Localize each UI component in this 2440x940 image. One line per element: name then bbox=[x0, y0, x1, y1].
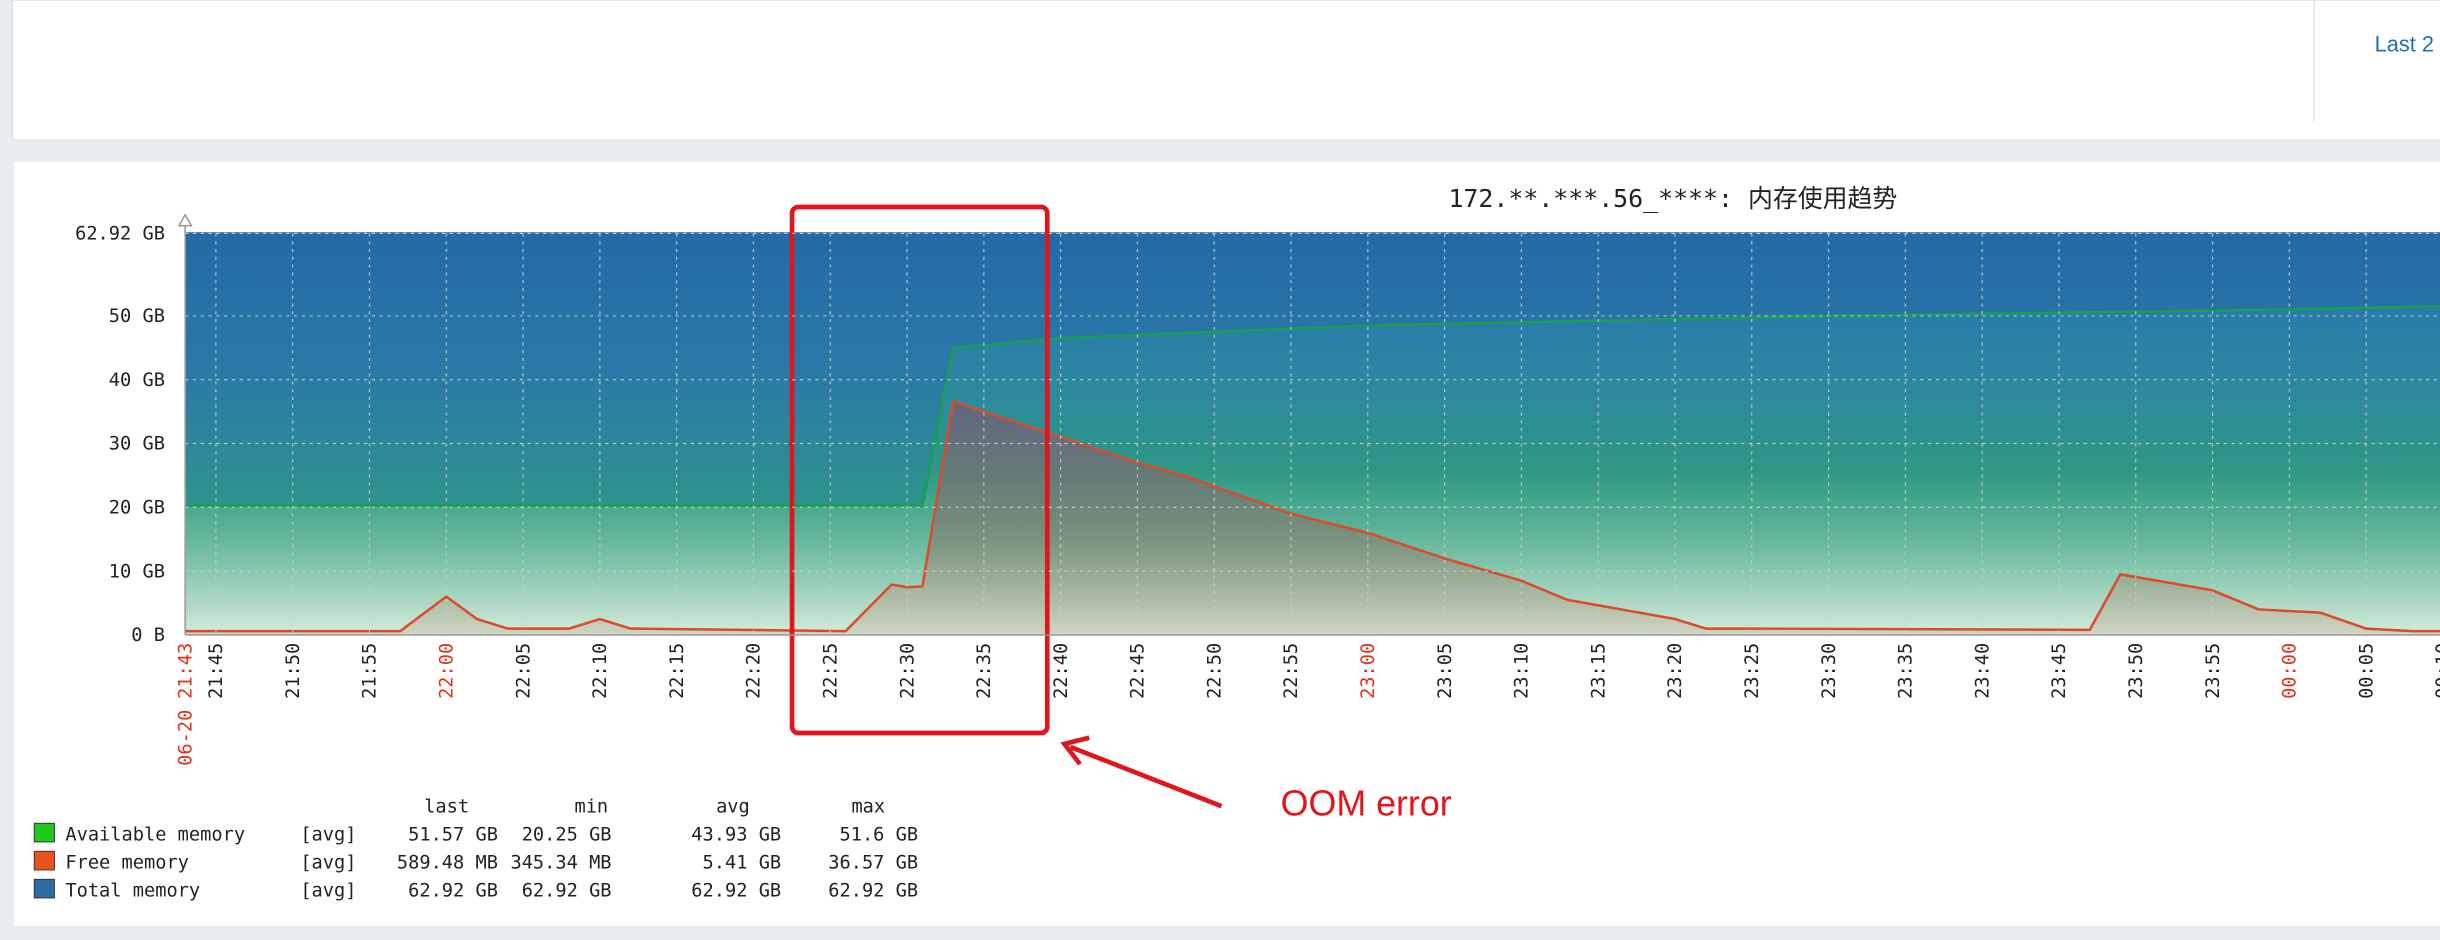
legend-func: [avg] bbox=[300, 852, 356, 873]
x-start-label: 21:43 bbox=[175, 643, 196, 699]
legend-swatch bbox=[33, 822, 55, 843]
legend-stat: 589.48 MB bbox=[397, 852, 498, 873]
x-tick-label: 21:55 bbox=[360, 643, 381, 699]
legend-name: Available memory bbox=[65, 824, 245, 845]
x-tick-label: 22:45 bbox=[1128, 643, 1149, 699]
legend-stat: 62.92 GB bbox=[408, 880, 498, 901]
y-tick-label: 40 GB bbox=[109, 370, 165, 391]
x-tick-label: 22:40 bbox=[1051, 643, 1072, 699]
y-tick-label: 30 GB bbox=[109, 434, 165, 455]
line bbox=[185, 305, 2440, 507]
legend-func: [avg] bbox=[300, 880, 356, 901]
legend-stat: 62.92 GB bbox=[522, 880, 612, 901]
legend-stat: 43.93 GB bbox=[691, 824, 781, 845]
x-tick-label: 23:10 bbox=[1512, 643, 1533, 699]
time-link[interactable]: Last 2 bbox=[2375, 31, 2434, 56]
x-tick-label: 22:00 bbox=[437, 643, 458, 699]
x-tick-label: 22:25 bbox=[820, 643, 841, 699]
legend-swatch bbox=[33, 878, 55, 899]
x-tick-label: 21:45 bbox=[206, 643, 227, 699]
legend-name: Free memory bbox=[65, 852, 189, 873]
chart-title: 172.**.***.56_****: 内存使用趋势 bbox=[1448, 184, 1897, 213]
legend-stat: 62.92 GB bbox=[828, 880, 918, 901]
y-tick-label: 20 GB bbox=[109, 498, 165, 519]
legend-func: [avg] bbox=[300, 824, 356, 845]
x-tick-label: 22:20 bbox=[744, 643, 765, 699]
legend-swatch bbox=[33, 850, 55, 871]
y-tick-label: 62.92 GB bbox=[75, 224, 165, 245]
x-tick-label: 23:05 bbox=[1435, 643, 1456, 699]
x-tick-label: 22:10 bbox=[590, 643, 611, 699]
x-tick-label: 23:30 bbox=[1819, 643, 1840, 699]
legend-header: max bbox=[851, 796, 885, 817]
x-tick-label: 22:55 bbox=[1281, 643, 1302, 699]
x-tick-label: 23:45 bbox=[2049, 643, 2070, 699]
x-tick-label: 22:50 bbox=[1204, 643, 1225, 699]
x-tick-label: 22:30 bbox=[897, 643, 918, 699]
x-tick-label: 23:00 bbox=[1358, 643, 1379, 699]
plot bbox=[185, 232, 2440, 635]
x-tick-label: 22:15 bbox=[667, 643, 688, 699]
x-tick-label: 23:20 bbox=[1665, 643, 1686, 699]
line bbox=[185, 399, 2440, 633]
legend-header: min bbox=[574, 796, 608, 817]
x-tick-label: 21:50 bbox=[283, 643, 304, 699]
x-tick-label: 23:50 bbox=[2126, 643, 2147, 699]
x-tick-label: 00:00 bbox=[2280, 643, 2301, 699]
area bbox=[185, 401, 2440, 635]
legend-stat: 51.57 GB bbox=[408, 824, 498, 845]
x-tick-label: 23:40 bbox=[1972, 643, 1993, 699]
x-tick-label: 23:55 bbox=[2203, 643, 2224, 699]
legend-stat: 51.6 GB bbox=[839, 824, 918, 845]
y-tick-label: 10 GB bbox=[109, 561, 165, 582]
y-tick-label: 50 GB bbox=[109, 306, 165, 327]
x-tick-label: 00:05 bbox=[2356, 643, 2377, 699]
x-tick-label: 23:15 bbox=[1588, 643, 1609, 699]
x-tick-label: 22:35 bbox=[974, 643, 995, 699]
legend-stat: 36.57 GB bbox=[828, 852, 918, 873]
legend-header: last bbox=[424, 796, 469, 817]
x-tick-label: 23:25 bbox=[1742, 643, 1763, 699]
x-tick-label: 22:05 bbox=[513, 643, 534, 699]
annotation: OOM error bbox=[1281, 783, 1452, 823]
legend-header: avg bbox=[716, 796, 750, 817]
arrow bbox=[1069, 744, 1223, 809]
x-tick-label: 23:35 bbox=[1896, 643, 1917, 699]
x-date-label: 06-20 bbox=[175, 710, 196, 766]
legend-stat: 5.41 GB bbox=[703, 852, 782, 873]
axis-arrow bbox=[177, 213, 193, 227]
x-tick-label: 00:10 bbox=[2433, 643, 2440, 699]
highlight-box bbox=[789, 204, 1050, 736]
legend-stat: 20.25 GB bbox=[522, 824, 612, 845]
arrow-head bbox=[1060, 735, 1090, 766]
legend-stat: 62.92 GB bbox=[691, 880, 781, 901]
legend-stat: 345.34 MB bbox=[510, 852, 611, 873]
y-tick-label: 0 B bbox=[131, 625, 165, 646]
legend-name: Total memory bbox=[65, 880, 200, 901]
area bbox=[185, 306, 2440, 635]
top-panel bbox=[11, 0, 2440, 141]
